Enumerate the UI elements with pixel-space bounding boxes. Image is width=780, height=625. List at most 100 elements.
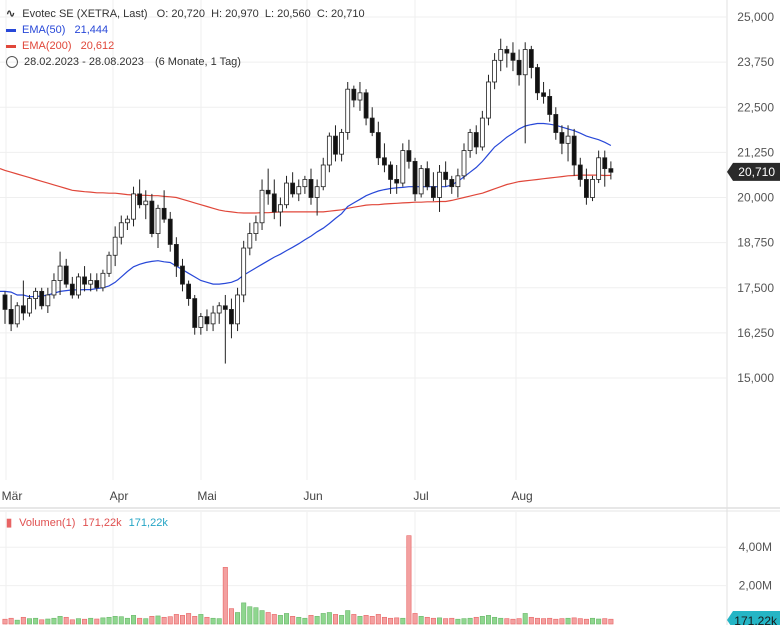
volume-bar <box>320 613 326 625</box>
volume-bar <box>326 612 332 625</box>
legend-ema50[interactable]: EMA(50) 21,444 <box>6 22 365 38</box>
volume-bar <box>553 618 559 625</box>
volume-bar <box>406 535 412 625</box>
volume-bar <box>608 618 614 625</box>
volume-bar <box>541 618 547 625</box>
volume-badge-label: 171,22k <box>734 614 778 625</box>
volume-bar <box>284 613 290 625</box>
candle-body <box>8 309 14 325</box>
candle-body <box>33 290 38 299</box>
ema50-swatch <box>6 28 16 32</box>
legend-ema200[interactable]: EMA(200) 20,612 <box>6 38 365 54</box>
candle-body <box>406 150 412 162</box>
candle-body <box>241 247 247 296</box>
candle-body <box>2 294 8 310</box>
candle-body <box>210 312 216 325</box>
candle-body <box>430 186 436 198</box>
candle-body <box>131 193 136 220</box>
candle-body <box>418 168 424 195</box>
candle-body <box>229 309 234 325</box>
volume-bar <box>204 616 210 625</box>
x-tick-label: Mär <box>2 489 23 503</box>
candle-body <box>522 49 528 76</box>
volume-bar <box>155 615 161 625</box>
candle-body <box>137 193 143 206</box>
volume-bar <box>473 616 479 625</box>
candle-body <box>76 276 81 296</box>
ohlc-values: O: 20,720 H: 20,970 L: 20,560 C: 20,710 <box>156 8 365 20</box>
volume-bar <box>124 617 130 625</box>
period-range: 28.02.2023 - 28.08.2023 <box>24 56 144 68</box>
volume-bar <box>418 616 424 625</box>
ema200-label: EMA(200) <box>22 40 72 52</box>
volume-bar <box>143 618 149 625</box>
candle-body <box>253 222 259 235</box>
volume-bar <box>498 617 504 625</box>
volume-bar <box>228 608 234 625</box>
candle-body <box>412 160 418 195</box>
volume-bar <box>69 619 75 625</box>
volume-bar <box>443 618 449 625</box>
candle-body <box>265 189 271 195</box>
y-tick-label: 16,250 <box>737 326 774 340</box>
volume-bar <box>26 618 32 625</box>
volume-bar <box>186 613 192 625</box>
volume-bar <box>479 616 485 625</box>
volume-bar <box>247 606 253 625</box>
volume-bar <box>516 618 522 625</box>
y-tick-label: 20,000 <box>737 191 774 205</box>
candle-body <box>333 135 338 155</box>
candle-body <box>125 218 130 224</box>
candle-body <box>437 171 442 198</box>
volume-bar <box>455 618 461 625</box>
volume-bar <box>596 618 602 625</box>
volume-bar <box>57 616 63 625</box>
candle-body <box>565 135 571 144</box>
candle-body <box>271 193 277 213</box>
candle-body <box>63 265 69 285</box>
x-tick-label: Mai <box>197 489 216 503</box>
y-tick-label: 25,000 <box>737 10 774 24</box>
candle-body <box>161 207 167 220</box>
candle-body <box>247 233 253 249</box>
ema50-value: 21,444 <box>74 24 109 36</box>
volume-bar <box>173 614 179 625</box>
candle-body <box>559 132 565 144</box>
volume-bar <box>94 618 100 625</box>
candle-body <box>88 280 94 285</box>
candle-body <box>553 114 559 133</box>
candle-body <box>277 204 283 213</box>
candle-body <box>510 52 516 61</box>
volume-value-blue: 171,22k <box>128 517 168 529</box>
volume-bar <box>118 616 124 625</box>
candle-body <box>149 200 155 235</box>
y-tick-label: 17,500 <box>737 281 774 295</box>
volume-bar <box>63 616 69 625</box>
volume-bar <box>437 617 443 625</box>
volume-bar <box>8 617 14 625</box>
candle-body <box>204 316 210 325</box>
clock-icon <box>6 56 18 69</box>
candle-body <box>198 316 204 328</box>
chart-legend: ∿ Evotec SE (XETRA, Last) O: 20,720 H: 2… <box>6 6 365 70</box>
candle-body <box>216 305 222 314</box>
candle-body <box>235 294 240 325</box>
candle-body <box>596 157 602 180</box>
volume-bar <box>590 617 596 625</box>
volume-bar <box>351 614 357 625</box>
volume-bar <box>504 618 510 625</box>
candle-body <box>602 157 608 170</box>
x-tick-label: Aug <box>511 489 532 503</box>
last-price-label: 20,710 <box>738 165 775 179</box>
volume-bar <box>241 602 247 625</box>
price-pane[interactable] <box>0 0 727 507</box>
candle-body <box>388 164 393 180</box>
volume-bar <box>137 617 143 625</box>
candle-body <box>112 236 118 256</box>
volume-legend: ▮ Volumen(1) 171,22k 171,22k <box>6 516 168 529</box>
candle-body <box>290 182 296 195</box>
volume-bar <box>528 616 534 625</box>
candle-body <box>584 179 589 198</box>
volume-bar <box>33 617 39 625</box>
